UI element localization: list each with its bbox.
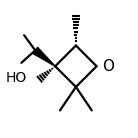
Text: O: O: [102, 59, 114, 74]
Text: HO: HO: [5, 71, 26, 85]
Polygon shape: [33, 47, 55, 66]
